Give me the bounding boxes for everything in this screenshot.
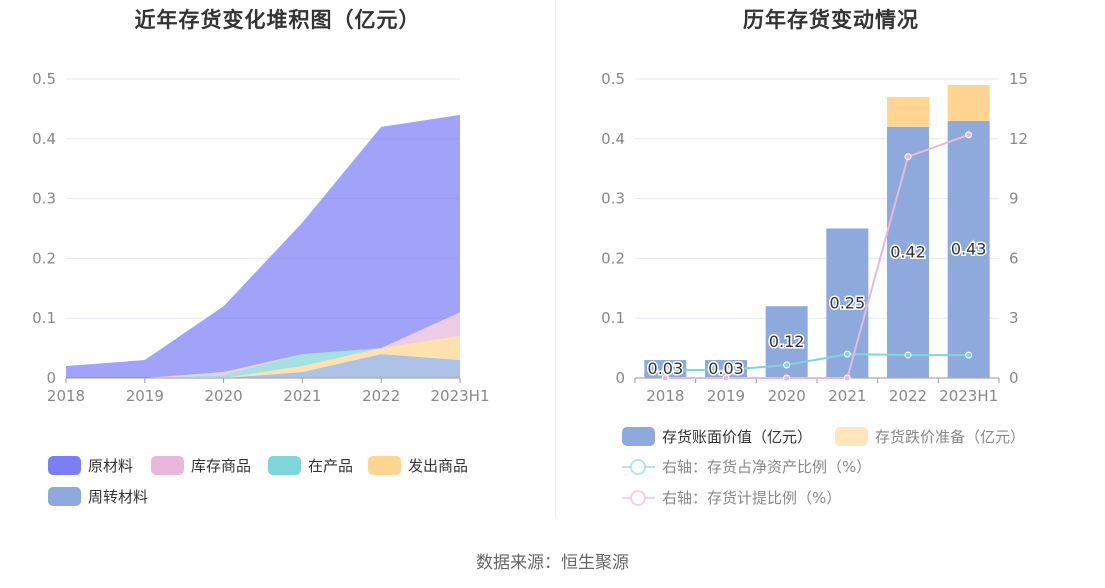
legend-label: 右轴：存货计提比例（%） [662,489,841,507]
x-tick-label: 2023H1 [939,387,998,405]
legend-label: 存货账面价值（亿元） [662,428,812,446]
y2-tick-label: 12 [1009,130,1028,148]
area-series [66,114,460,378]
line-point [661,374,669,382]
bar-impairment [887,96,929,127]
legend-label: 在产品 [308,457,353,475]
legend-swatch [622,427,655,446]
y-tick-label: 0.1 [601,309,625,327]
bar-data-label: 0.12 [769,332,805,351]
legend-swatch [835,427,868,446]
panel-divider [555,0,556,518]
legend-swatch [368,456,401,475]
bar-book-value [947,120,990,379]
x-tick-label: 2018 [646,387,684,405]
bar-impairment [947,84,990,121]
legend-swatch [151,456,184,475]
legend-marker [630,490,646,506]
bar-data-label: 0.43 [951,239,987,258]
legend-label: 存货跌价准备（亿元） [875,428,1025,446]
bar-data-label: 0.42 [890,242,926,261]
y2-tick-label: 6 [1009,249,1019,267]
y-tick-label: 0.2 [32,249,56,267]
area-series [66,336,460,378]
x-tick-label: 2021 [283,387,321,405]
x-tick-label: 2022 [362,387,400,405]
legend-swatch [48,456,81,475]
y-tick-label: 0 [615,369,625,387]
line-provision-ratio [665,133,970,379]
line-point [783,361,791,369]
x-tick-label: 2023H1 [431,387,490,405]
legend-label: 右轴：存货占净资产比例（%） [662,458,871,476]
bar-line-chart: 0 0.1 0.2 0.3 0.4 0.5 0 3 6 9 12 15 2018 2019 2020 2021… [601,70,1028,507]
x-tick-label: 2022 [889,387,927,405]
x-tick-label: 2020 [768,387,806,405]
bar-data-label: 0.25 [830,293,866,312]
x-tick-label: 2021 [828,387,866,405]
y-tick-label: 0.4 [32,130,56,148]
line-point [722,366,730,374]
legend-label: 发出商品 [408,457,468,475]
right-chart-title: 历年存货变动情况 [743,8,919,32]
line-point [843,350,851,358]
line-point [843,374,851,382]
bar-data-label: 0.03 [708,359,744,378]
line-point [904,153,912,161]
stacked-area-chart: 0 0.1 0.2 0.3 0.4 0.5 2018 2019 2020 2021 2022 2023… [32,70,490,506]
bar-data-label: 0.03 [648,359,684,378]
y-tick-label: 0.4 [601,130,625,148]
area-series [66,354,460,378]
y-tick-label: 0.3 [32,190,56,208]
y-tick-label: 0.2 [601,249,625,267]
y2-tick-label: 3 [1009,309,1019,327]
x-tick-label: 2018 [47,387,85,405]
x-tick-label: 2019 [707,387,745,405]
x-tick-label: 2019 [126,387,164,405]
line-point [783,374,791,382]
line-point [965,351,973,359]
left-chart-title: 近年存货变化堆积图（亿元） [134,8,421,32]
legend-swatch [268,456,301,475]
legend-label: 库存商品 [191,457,251,475]
y-tick-label: 0.5 [32,70,56,88]
y2-tick-label: 9 [1009,190,1019,208]
line-point [904,351,912,359]
right-chart-panel: 历年存货变动情况 0 0.1 0.2 0.3 0.4 0.5 0 3 6 9 12 15 2018 201… [557,0,1105,520]
left-chart-panel: 近年存货变化堆积图（亿元） 0 0.1 0.2 0.3 0.4 0.5 2018 2019 20… [0,0,555,520]
legend-swatch [48,487,81,506]
line-point [722,374,730,382]
data-source: 数据来源：恒生聚源 [476,553,629,573]
line-point [965,131,973,139]
y-tick-label: 0 [46,369,56,387]
line-net-asset-ratio [665,353,969,372]
y-tick-label: 0.5 [601,70,625,88]
legend-marker [630,459,646,475]
y2-tick-label: 0 [1009,369,1019,387]
legend-label: 原材料 [88,457,133,475]
x-tick-label: 2020 [205,387,243,405]
y2-tick-label: 15 [1009,70,1028,88]
y-tick-label: 0.1 [32,309,56,327]
line-point [661,366,669,374]
bar-book-value [887,126,929,378]
y-tick-label: 0.3 [601,190,625,208]
legend-label: 周转材料 [88,488,148,506]
